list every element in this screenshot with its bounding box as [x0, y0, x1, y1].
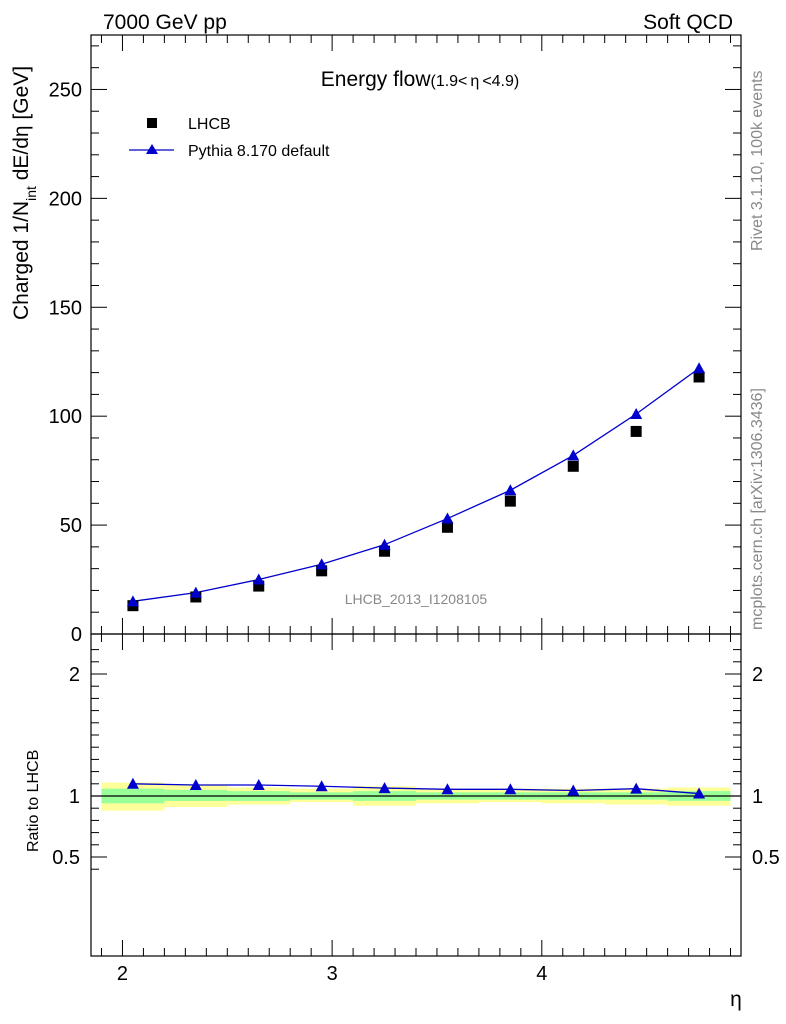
- main-y-tick-label: 100: [49, 406, 82, 428]
- ratio-mc-marker: [378, 782, 391, 794]
- legend-mc-label: Pythia 8.170 default: [188, 143, 330, 160]
- mc-line: [132, 367, 700, 602]
- main-axis-ticks: [91, 35, 741, 635]
- legend-data-marker: [147, 118, 157, 128]
- data-marker: [567, 460, 579, 472]
- header-left: 7000 GeV pp: [103, 11, 227, 34]
- legend-data-label: LHCB: [188, 116, 231, 133]
- ratio-mc-marker: [504, 783, 517, 795]
- ratio-y-tick-label-right: 2: [752, 664, 763, 686]
- ratio-mc-marker: [693, 787, 706, 799]
- x-axis-label: η: [730, 988, 742, 1011]
- ratio-mc-marker: [252, 779, 265, 791]
- plot-title-main: Energy flow: [321, 68, 432, 91]
- legend-mc-marker: [146, 144, 158, 154]
- plot-title-sub-b: η: [470, 73, 479, 90]
- mc-marker: [378, 538, 391, 550]
- mc-marker: [252, 573, 265, 585]
- mc-marker: [189, 586, 202, 598]
- ratio-mc-marker: [126, 777, 139, 789]
- legend: LHCB Pythia 8.170 default: [129, 116, 330, 160]
- plot-title: Energy flow(1.9< η <4.9): [321, 68, 519, 91]
- ratio-mc-marker: [315, 780, 328, 792]
- ratio-mc-marker: [441, 783, 454, 795]
- mc-marker: [693, 362, 706, 374]
- mc-points: [126, 362, 706, 607]
- data-marker: [693, 371, 705, 383]
- data-marker: [630, 425, 642, 437]
- ratio-mc-marker: [189, 779, 202, 791]
- main-y-tick-label: 200: [49, 188, 82, 210]
- data-marker: [504, 495, 516, 507]
- ratio-mc-line: [132, 783, 700, 795]
- ratio-mc-marker: [567, 784, 580, 796]
- x-tick-label: 4: [536, 963, 547, 985]
- mc-marker: [441, 512, 454, 524]
- main-y-label-b: dE/dη [GeV]: [10, 66, 33, 186]
- main-y-label-sub: int: [23, 186, 39, 201]
- ratio-mc-points: [126, 777, 706, 799]
- data-marker: [379, 545, 391, 557]
- main-y-tick-label: 150: [49, 297, 82, 319]
- x-tick-label: 3: [327, 963, 338, 985]
- ratio-y-tick-label-right: 0.5: [752, 847, 780, 869]
- data-marker: [316, 565, 328, 577]
- ratio-y-tick-label-left: 0.5: [52, 847, 80, 869]
- ratio-y-tick-labels: 0.5 0.5 1 1 2 2: [52, 664, 780, 869]
- main-y-tick-labels: 0 50 100 150 200 250: [49, 79, 82, 646]
- main-y-tick-label: 50: [60, 515, 82, 537]
- ratio-line: [132, 783, 700, 795]
- plot-title-sub-c: <4.9): [482, 73, 519, 90]
- main-y-label-a: Charged 1/N: [10, 201, 33, 320]
- data-points: [127, 371, 705, 612]
- plot-title-sub-a: (1.9<: [430, 73, 467, 90]
- x-tick-label: 2: [117, 963, 128, 985]
- mc-series-line: [132, 367, 700, 602]
- ratio-y-label: Ratio to LHCB: [25, 750, 42, 852]
- ratio-axis-ticks: [91, 634, 741, 956]
- ratio-panel-frame: [90, 633, 742, 957]
- mc-marker: [315, 558, 328, 570]
- main-y-tick-label: 0: [71, 624, 82, 646]
- mc-marker: [630, 408, 643, 420]
- ratio-y-tick-label-left: 2: [69, 664, 80, 686]
- x-tick-labels: 2 3 4: [117, 963, 547, 985]
- ratio-mc-marker: [630, 782, 643, 794]
- main-y-label: Charged 1/Nint dE/dη [GeV]: [10, 66, 39, 320]
- mc-marker: [567, 449, 580, 461]
- mc-marker: [504, 484, 517, 496]
- ratio-y-tick-label-left: 1: [69, 786, 80, 808]
- header-right: Soft QCD: [643, 11, 733, 34]
- rivet-label: Rivet 3.1.10, 100k events: [749, 70, 766, 251]
- data-marker: [441, 521, 453, 533]
- data-marker: [253, 580, 265, 592]
- analysis-watermark: LHCB_2013_I1208105: [345, 591, 488, 607]
- mc-marker: [126, 595, 139, 607]
- mcplots-label: mcplots.cern.ch [arXiv:1306.3436]: [749, 388, 766, 630]
- ratio-y-tick-label-right: 1: [752, 786, 763, 808]
- ratio-uncertainty-bands: [91, 782, 741, 811]
- main-y-tick-label: 250: [49, 79, 82, 101]
